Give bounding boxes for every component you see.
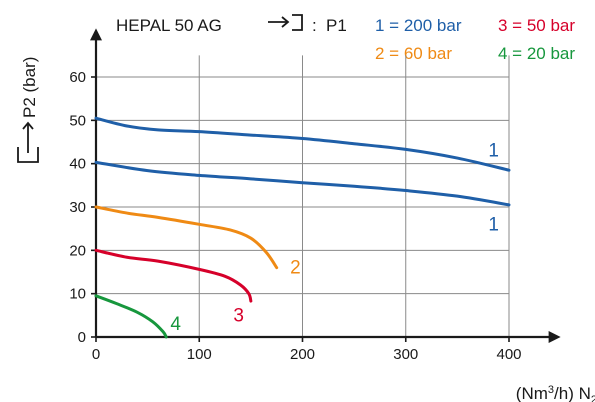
outlet-arrow-out-of-box-icon <box>17 121 39 163</box>
inlet-pressure-label: P1 <box>326 16 347 35</box>
y-tick-label-10: 10 <box>69 286 86 303</box>
inlet-arrow-into-box-icon <box>268 14 303 31</box>
x-axis-label: (Nm3/h) N2 <box>516 384 595 402</box>
y-tick-label-60: 60 <box>69 69 86 86</box>
ticks: 0 100 200 300 400 0 10 20 30 40 50 60 <box>69 69 521 363</box>
series-label-4-4: 4 <box>170 314 181 335</box>
x-tick-label-400: 400 <box>496 346 521 363</box>
legend-item-3: 2 = 60 bar <box>375 44 452 63</box>
y-axis-label: P2 (bar) <box>20 57 39 118</box>
legend-item-4: 4 = 20 bar <box>498 44 575 63</box>
x-tick-label-300: 300 <box>393 346 418 363</box>
x-axis-label-sup: 3 <box>548 384 554 396</box>
series: 1 1 2 3 4 <box>94 116 511 339</box>
x-axis-arrowhead <box>548 331 561 343</box>
y-tick-label-50: 50 <box>69 112 86 129</box>
legend-item-2: 3 = 50 bar <box>498 16 575 35</box>
series-line-3-3 <box>94 248 253 303</box>
x-tick-label-100: 100 <box>187 346 212 363</box>
y-axis-arrowhead <box>90 28 102 41</box>
series-line-1-1 <box>94 160 511 207</box>
x-tick-label-0: 0 <box>92 346 100 363</box>
series-line-2-2 <box>94 205 279 270</box>
series-label-2-2: 2 <box>290 258 301 279</box>
grid <box>96 55 510 337</box>
x-tick-label-200: 200 <box>290 346 315 363</box>
y-tick-label-40: 40 <box>69 156 86 173</box>
legend: 1 = 200 bar 3 = 50 bar 2 = 60 bar 4 = 20 ba… <box>375 16 575 63</box>
series-label-1-1: 1 <box>488 214 499 235</box>
y-tick-label-0: 0 <box>78 329 86 346</box>
series-label-3-3: 3 <box>233 305 244 326</box>
inlet-label: : <box>312 16 317 35</box>
x-axis-label-sub: 2 <box>591 394 595 402</box>
y-tick-label-20: 20 <box>69 242 86 259</box>
chart-title: HEPAL 50 AG <box>116 16 222 35</box>
series-line-4-4 <box>94 294 168 339</box>
series-line-1-0 <box>94 116 511 172</box>
axes <box>90 28 561 343</box>
x-axis-label-main: (Nm <box>516 384 548 402</box>
series-label-1-0: 1 <box>488 141 499 162</box>
x-axis-label-tail: /h) N <box>554 384 591 402</box>
legend-item-1: 1 = 200 bar <box>375 16 462 35</box>
y-tick-label-30: 30 <box>69 199 86 216</box>
